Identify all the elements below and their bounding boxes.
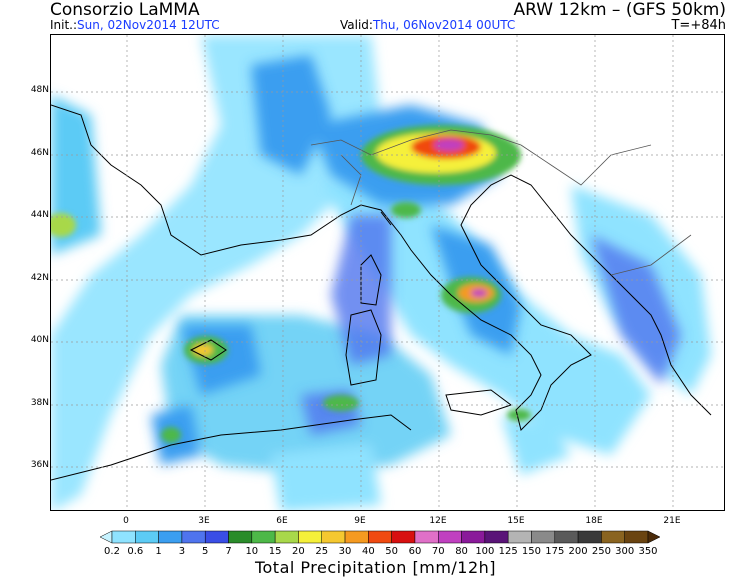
colorbar-level-label: 1 <box>155 546 162 557</box>
lat-label: 36N <box>30 460 49 470</box>
colorbar-level-label: 0.6 <box>127 546 144 557</box>
lat-label: 42N <box>30 273 49 283</box>
lon-label: 21E <box>663 516 681 526</box>
valid-label: Valid: <box>340 18 373 32</box>
colorbar-level-label: 40 <box>361 546 375 557</box>
colorbar-swatch <box>274 530 299 544</box>
colorbar-level-label: 300 <box>615 546 635 557</box>
colorbar-swatch <box>531 530 556 544</box>
lon-label: 0 <box>123 516 129 526</box>
colorbar-swatch <box>577 530 602 544</box>
colorbar-level-label: 250 <box>591 546 611 557</box>
colorbar-level-label: 10 <box>245 546 259 557</box>
lon-label: 6E <box>276 516 288 526</box>
lead-time: T=+84h <box>671 18 726 33</box>
lon-label: 18E <box>585 516 603 526</box>
colorbar-level-label: 200 <box>568 546 588 557</box>
colorbar-swatch <box>484 530 509 544</box>
colorbar-swatch <box>344 530 369 544</box>
colorbar-level-label: 25 <box>315 546 329 557</box>
colorbar-swatch <box>624 530 649 544</box>
colorbar-swatch <box>228 530 253 544</box>
colorbar-swatch <box>391 530 416 544</box>
colorbar-swatch <box>181 530 206 544</box>
colorbar-min-arrow <box>100 530 113 544</box>
lon-label: 15E <box>507 516 525 526</box>
colorbar <box>100 530 660 544</box>
colorbar-level-label: 125 <box>498 546 518 557</box>
organization-title: Consorzio LaMMA <box>50 0 200 20</box>
lat-label: 38N <box>30 398 49 408</box>
colorbar-level-label: 80 <box>455 546 468 557</box>
colorbar-swatch <box>204 530 229 544</box>
colorbar-swatch <box>251 530 276 544</box>
colorbar-swatch <box>111 530 136 544</box>
colorbar-level-label: 50 <box>385 546 399 557</box>
colorbar-swatch <box>438 530 462 544</box>
colorbar-title: Total Precipitation [mm/12h] <box>254 558 497 577</box>
init-time: Init.:Sun, 02Nov2014 12UTC <box>50 18 220 32</box>
model-title: ARW 12km – (GFS 50km) <box>513 0 726 20</box>
lon-label: 12E <box>429 516 447 526</box>
colorbar-level-label: 150 <box>521 546 542 557</box>
colorbar-level-label: 0.2 <box>104 546 120 557</box>
colorbar-swatch <box>507 530 532 544</box>
init-value: Sun, 02Nov2014 12UTC <box>77 18 220 32</box>
colorbar-swatch <box>298 530 322 544</box>
colorbar-level-label: 20 <box>292 546 305 557</box>
colorbar-max-arrow <box>647 530 660 544</box>
colorbar-level-label: 5 <box>202 546 209 557</box>
colorbar-level-label: 350 <box>638 546 658 557</box>
colorbar-swatch <box>135 530 159 544</box>
colorbar-level-label: 60 <box>408 546 422 557</box>
lat-label: 44N <box>30 210 49 220</box>
lat-label: 48N <box>30 85 49 95</box>
colorbar-level-label: 100 <box>475 546 495 557</box>
colorbar-level-label: 3 <box>178 546 186 557</box>
lon-label: 3E <box>198 516 210 526</box>
colorbar-swatch <box>461 530 486 544</box>
colorbar-swatch <box>321 530 346 544</box>
lat-label: 40N <box>30 335 49 345</box>
colorbar-level-label: 70 <box>431 546 445 557</box>
valid-time: Valid:Thu, 06Nov2014 00UTC <box>340 18 515 32</box>
lon-label: 9E <box>354 516 366 526</box>
precipitation-map <box>50 34 725 511</box>
colorbar-swatch <box>368 530 392 544</box>
colorbar-level-label: 175 <box>545 546 565 557</box>
colorbar-level-label: 7 <box>225 546 232 557</box>
map-canvas <box>51 35 724 510</box>
colorbar-level-label: 15 <box>268 546 282 557</box>
colorbar-swatch <box>601 530 625 544</box>
colorbar-swatch <box>158 530 183 544</box>
colorbar-swatch <box>554 530 579 544</box>
init-label: Init.: <box>50 18 78 32</box>
lat-label: 46N <box>30 148 49 158</box>
colorbar-swatch <box>414 530 439 544</box>
valid-value: Thu, 06Nov2014 00UTC <box>372 18 516 32</box>
colorbar-level-label: 30 <box>338 546 352 557</box>
